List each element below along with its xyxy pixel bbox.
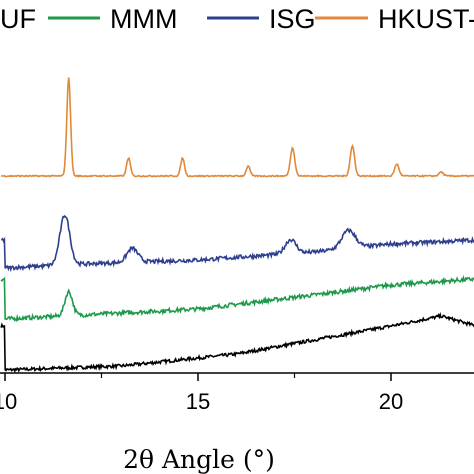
x-tick-label-15: 15 — [186, 389, 210, 414]
series-uf-line — [0, 311, 474, 374]
legend-label-uf: UF — [0, 4, 36, 34]
x-axis: 10 15 20 — [0, 372, 474, 414]
series-layer — [0, 77, 474, 374]
series-isg-line — [1, 214, 474, 273]
legend-label-mmm: MMM — [110, 4, 177, 34]
legend: UF MMM ISG HKUST-1 — [0, 4, 474, 34]
series-hkust-1-line — [1, 77, 474, 178]
series-mmm-line — [0, 274, 474, 323]
x-axis-title: 2θ Angle (°) — [123, 445, 275, 474]
x-tick-label-10: 10 — [0, 389, 17, 414]
legend-label-isg: ISG — [269, 4, 316, 34]
x-tick-label-20: 20 — [379, 389, 403, 414]
legend-label-hkust-1: HKUST-1 — [378, 4, 474, 34]
